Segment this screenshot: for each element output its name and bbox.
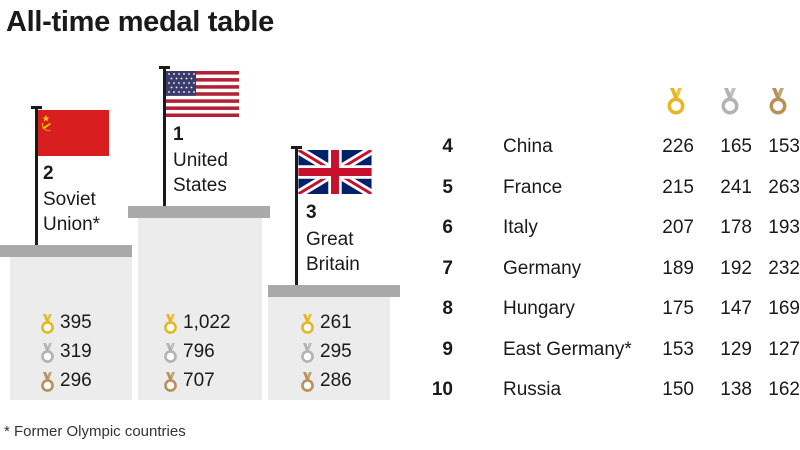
table-bronze-count: 193	[768, 217, 800, 238]
table-silver-count: 192	[720, 258, 752, 279]
podium-bronze-count: 286	[320, 370, 352, 391]
podium-step-1-top	[128, 206, 270, 218]
table-rank: 5	[442, 177, 453, 198]
table-country: Hungary	[503, 298, 575, 319]
table-country: Germany	[503, 258, 582, 279]
table-bronze-count: 153	[768, 136, 800, 157]
us-flag-icon	[166, 71, 239, 117]
uk-flag-icon	[298, 150, 372, 194]
gold-medal-icon	[163, 314, 178, 340]
podium-rank-2: 2	[43, 163, 54, 184]
bronze-medal-icon	[300, 372, 315, 398]
podium-silver-count: 796	[183, 341, 215, 362]
podium-country-line: Soviet	[43, 189, 96, 210]
podium-step-3	[268, 297, 390, 400]
table-silver-count: 138	[720, 379, 752, 400]
podium-country-line: States	[173, 175, 227, 196]
table-rank: 10	[431, 379, 453, 400]
table-rank: 8	[442, 298, 453, 319]
table-gold-count: 215	[662, 177, 694, 198]
table-bronze-count: 263	[768, 177, 800, 198]
podium-silver-count: 319	[60, 341, 92, 362]
flag-pole-soviet	[35, 108, 38, 245]
podium-step-3-top	[268, 285, 400, 297]
table-rank: 7	[442, 258, 453, 279]
table-rank: 4	[442, 136, 453, 157]
table-gold-count: 150	[662, 379, 694, 400]
soviet-flag-icon	[38, 110, 109, 156]
table-bronze-count: 232	[768, 258, 800, 279]
table-gold-count: 153	[662, 339, 694, 360]
podium-step-2	[10, 257, 132, 400]
podium-country-line: United	[173, 150, 228, 171]
bronze-medal-icon	[40, 372, 55, 398]
podium-country-line: Britain	[306, 254, 360, 275]
silver-medal-icon	[300, 343, 315, 369]
podium-country-line: Union*	[43, 214, 101, 235]
table-bronze-count: 169	[768, 298, 800, 319]
podium-gold-count: 261	[320, 312, 352, 333]
silver-medal-icon	[40, 343, 55, 369]
podium-rank-3: 3	[306, 202, 317, 223]
bronze-medal-header-icon	[768, 88, 788, 121]
table-country: China	[503, 136, 553, 157]
table-silver-count: 147	[720, 298, 752, 319]
podium-bronze-count: 296	[60, 370, 92, 391]
table-bronze-count: 127	[768, 339, 800, 360]
podium-rank-1: 1	[173, 124, 184, 145]
podium-country-line: Great	[306, 229, 354, 250]
podium-gold-count: 1,022	[183, 312, 231, 333]
table-country: France	[503, 177, 563, 198]
flag-pole-us	[163, 68, 166, 206]
silver-medal-icon	[163, 343, 178, 369]
podium-step-2-top	[0, 245, 132, 257]
table-country: Italy	[503, 217, 538, 238]
podium-country-us: United States	[173, 148, 228, 198]
gold-medal-header-icon	[666, 88, 686, 121]
table-silver-count: 241	[720, 177, 752, 198]
pole-cap	[31, 106, 42, 109]
table-gold-count: 189	[662, 258, 694, 279]
flag-pole-uk	[295, 148, 298, 285]
gold-medal-icon	[40, 314, 55, 340]
pole-cap	[159, 66, 170, 69]
gold-medal-icon	[300, 314, 315, 340]
table-gold-count: 226	[662, 136, 694, 157]
table-silver-count: 129	[720, 339, 752, 360]
bronze-medal-icon	[163, 372, 178, 398]
table-silver-count: 178	[720, 217, 752, 238]
table-country: East Germany*	[503, 339, 632, 360]
chart-title: All-time medal table	[6, 6, 274, 38]
table-rank: 9	[442, 339, 453, 360]
footnote: * Former Olympic countries	[4, 423, 186, 440]
podium-gold-count: 395	[60, 312, 92, 333]
pole-cap	[291, 146, 302, 149]
table-gold-count: 207	[662, 217, 694, 238]
table-bronze-count: 162	[768, 379, 800, 400]
podium-country-soviet: Soviet Union*	[43, 187, 100, 237]
table-gold-count: 175	[662, 298, 694, 319]
podium-bronze-count: 707	[183, 370, 215, 391]
podium-silver-count: 295	[320, 341, 352, 362]
podium-step-1	[138, 218, 262, 400]
table-silver-count: 165	[720, 136, 752, 157]
silver-medal-header-icon	[720, 88, 740, 121]
table-rank: 6	[442, 217, 453, 238]
table-country: Russia	[503, 379, 562, 400]
podium-country-uk: Great Britain	[306, 227, 360, 277]
